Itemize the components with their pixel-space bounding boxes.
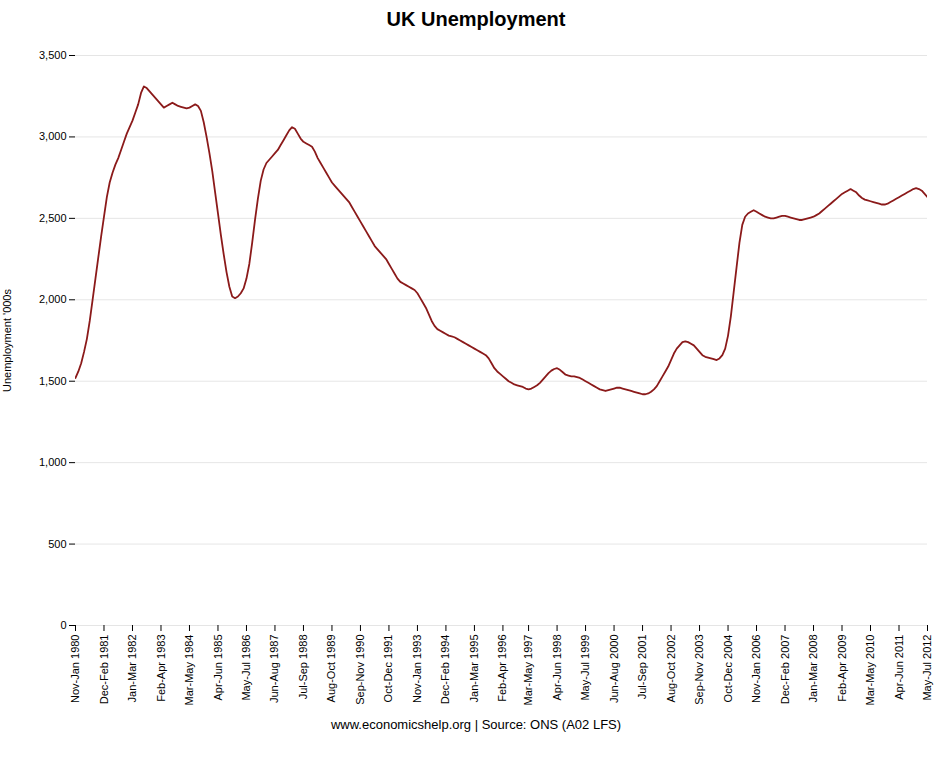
svg-text:May-Jul 2012: May-Jul 2012 (921, 635, 933, 701)
svg-text:1,500: 1,500 (39, 375, 67, 387)
svg-text:Apr-Jun 1998: Apr-Jun 1998 (551, 635, 563, 701)
svg-text:0: 0 (60, 619, 66, 631)
html-text:UK Unemployment: UK Unemployment (386, 8, 566, 30)
svg-text:Unemployment '000s: Unemployment '000s (1, 289, 13, 392)
svg-text:Feb-Apr 1983: Feb-Apr 1983 (155, 635, 167, 702)
svg-text:Feb-Apr 2009: Feb-Apr 2009 (836, 635, 848, 702)
html-text:www.economicshelp.org | Source: www.economicshelp.org | Source: ONS (A02… (330, 717, 622, 732)
svg-text:Jul-Sep 2001: Jul-Sep 2001 (636, 635, 648, 700)
svg-text:3,000: 3,000 (39, 130, 67, 142)
svg-text:Oct-Dec 1991: Oct-Dec 1991 (382, 635, 394, 703)
svg-text:Jan-Mar 2008: Jan-Mar 2008 (807, 635, 819, 703)
svg-text:Mar-May 2010: Mar-May 2010 (864, 635, 876, 706)
svg-text:1,000: 1,000 (39, 456, 67, 468)
svg-text:Dec-Feb 2007: Dec-Feb 2007 (779, 635, 791, 705)
svg-text:Oct-Dec 2004: Oct-Dec 2004 (722, 635, 734, 703)
svg-text:500: 500 (48, 538, 66, 550)
svg-text:Apr-Jun 1985: Apr-Jun 1985 (211, 635, 223, 701)
svg-text:Dec-Feb 1994: Dec-Feb 1994 (439, 635, 451, 705)
svg-text:2,000: 2,000 (39, 293, 67, 305)
svg-text:Nov-Jan 1980: Nov-Jan 1980 (69, 635, 81, 704)
svg-text:Nov-Jan 2006: Nov-Jan 2006 (750, 635, 762, 704)
svg-text:Feb-Apr 1996: Feb-Apr 1996 (496, 635, 508, 702)
svg-text:May-Jul 1999: May-Jul 1999 (579, 635, 591, 701)
svg-text:Mar-May 1984: Mar-May 1984 (183, 635, 195, 706)
svg-text:Jan-Mar 1995: Jan-Mar 1995 (468, 635, 480, 703)
svg-text:Jul-Sep 1988: Jul-Sep 1988 (297, 635, 309, 700)
svg-text:Mar-May 1997: Mar-May 1997 (522, 635, 534, 706)
svg-text:Aug-Oct 1989: Aug-Oct 1989 (325, 635, 337, 703)
svg-text:Jun-Aug 2000: Jun-Aug 2000 (608, 635, 620, 704)
svg-text:2,500: 2,500 (39, 212, 67, 224)
svg-text:Sep-Nov 1990: Sep-Nov 1990 (354, 635, 366, 705)
svg-text:Dec-Feb 1981: Dec-Feb 1981 (98, 635, 110, 705)
svg-text:Jun-Aug 1987: Jun-Aug 1987 (268, 635, 280, 704)
svg-text:Apr-Jun 2011: Apr-Jun 2011 (893, 635, 905, 700)
svg-text:Nov-Jan 1993: Nov-Jan 1993 (411, 635, 423, 704)
svg-text:May-Jul 1986: May-Jul 1986 (240, 635, 252, 701)
svg-text:Jan-Mar 1982: Jan-Mar 1982 (126, 635, 138, 703)
svg-text:Sep-Nov 2003: Sep-Nov 2003 (693, 635, 705, 705)
svg-text:Aug-Oct 2002: Aug-Oct 2002 (665, 635, 677, 703)
svg-text:3,500: 3,500 (39, 49, 67, 61)
